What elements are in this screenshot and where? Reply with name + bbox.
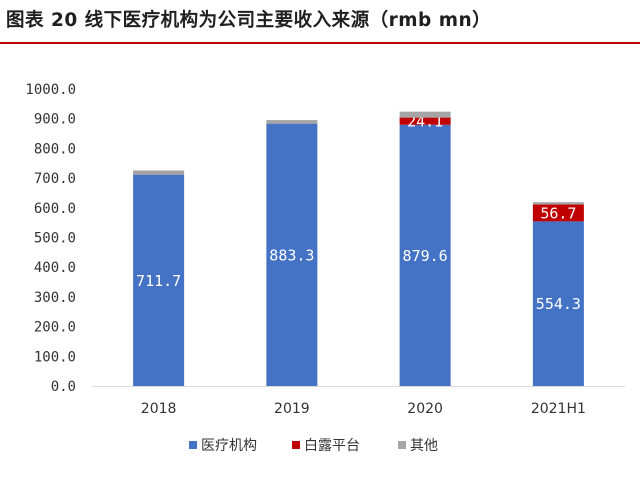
x-tick-label-2019: 2019 <box>274 401 310 417</box>
title-underline <box>0 42 640 44</box>
bar-2020-series-2 <box>399 111 451 118</box>
legend: 医疗机构 白露平台 其他 <box>189 438 438 454</box>
bar-2018-series-0 <box>133 174 185 386</box>
y-tick-label-5: 500.0 <box>34 231 76 247</box>
legend-label-0: 医疗机构 <box>201 438 257 454</box>
y-tick-label-1: 100.0 <box>34 349 76 365</box>
data-label-2020-series-0: 879.6 <box>403 247 448 265</box>
bar-2021H1-series-2 <box>532 202 584 205</box>
bar-2021H1-series-1 <box>532 204 584 222</box>
legend-label-2: 其他 <box>410 438 438 454</box>
x-tick-label-2018: 2018 <box>141 401 177 417</box>
data-label-2021H1-series-0: 554.3 <box>536 295 581 313</box>
y-tick-label-3: 300.0 <box>34 290 76 306</box>
bar-2019-series-0 <box>266 123 318 386</box>
bar-2019-series-2 <box>266 120 318 124</box>
bar-2020-series-0 <box>399 124 451 387</box>
y-tick-label-0: 0.0 <box>51 379 76 395</box>
x-tick-label-2020: 2020 <box>407 401 443 417</box>
data-label-2018-series-0: 711.7 <box>136 272 181 290</box>
y-tick-label-9: 900.0 <box>34 112 76 128</box>
bar-2021H1-series-0 <box>532 221 584 386</box>
legend-swatch-1 <box>292 441 300 449</box>
y-tick-label-7: 700.0 <box>34 171 76 187</box>
y-tick-label-10: 1000.0 <box>25 82 76 98</box>
legend-swatch-0 <box>189 441 197 449</box>
chart-title: 图表 20 线下医疗机构为公司主要收入来源（rmb mn） <box>6 10 492 31</box>
y-tick-label-6: 600.0 <box>34 201 76 217</box>
data-label-2021H1-series-1: 56.7 <box>540 204 576 222</box>
x-tick-label-2021H1: 2021H1 <box>531 401 586 417</box>
x-axis: 2018 2019 2020 2021H1 <box>92 386 625 417</box>
y-axis: 0.0 100.0 200.0 300.0 400.0 500.0 600.0 700.0 80… <box>25 82 76 395</box>
legend-swatch-2 <box>398 441 406 449</box>
y-tick-label-8: 800.0 <box>34 141 76 157</box>
legend-label-1: 白露平台 <box>304 438 360 454</box>
bar-2018-series-2 <box>133 170 185 175</box>
data-label-2019-series-0: 883.3 <box>269 246 314 264</box>
bar-2020-series-1 <box>399 117 451 125</box>
y-tick-label-2: 200.0 <box>34 320 76 336</box>
y-tick-label-4: 400.0 <box>34 260 76 276</box>
